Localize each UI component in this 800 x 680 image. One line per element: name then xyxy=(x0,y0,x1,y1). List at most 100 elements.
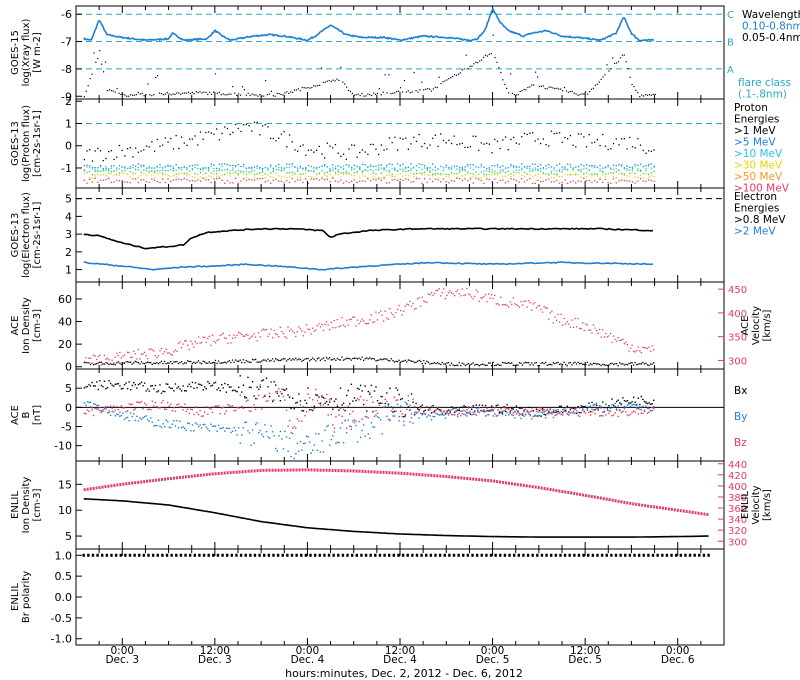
data-point xyxy=(108,363,110,366)
data-point xyxy=(616,363,618,365)
data-point xyxy=(380,164,383,166)
data-point xyxy=(604,175,607,178)
data-point xyxy=(89,178,91,181)
data-point xyxy=(583,165,585,167)
data-point xyxy=(583,411,585,413)
data-point xyxy=(425,88,427,90)
data-point xyxy=(585,167,588,170)
data-point xyxy=(355,325,357,327)
data-point xyxy=(338,326,340,328)
data-point xyxy=(143,179,145,181)
data-point xyxy=(315,329,317,331)
data-point xyxy=(281,388,283,390)
data-point xyxy=(413,136,415,139)
data-point xyxy=(271,431,274,433)
data-point xyxy=(140,400,143,403)
data-point xyxy=(469,172,472,175)
data-point xyxy=(432,88,434,90)
data-point xyxy=(142,417,144,419)
data-point xyxy=(608,410,610,412)
data-point xyxy=(108,169,110,172)
data-point xyxy=(347,89,350,92)
data-point xyxy=(272,137,275,140)
data-point xyxy=(546,408,548,410)
data-point xyxy=(356,165,358,167)
data-point xyxy=(477,364,479,366)
data-point xyxy=(118,165,121,167)
data-point xyxy=(280,93,282,96)
data-point xyxy=(307,357,309,360)
data-point xyxy=(467,163,469,166)
data-point xyxy=(173,407,175,409)
data-point xyxy=(134,353,136,355)
data-point xyxy=(334,171,337,174)
data-point xyxy=(487,414,490,416)
data-point xyxy=(267,436,269,438)
data-point xyxy=(251,170,253,172)
data-point xyxy=(512,412,515,414)
data-point xyxy=(184,427,186,430)
data-point xyxy=(375,165,377,167)
data-point xyxy=(137,163,140,165)
data-point xyxy=(363,95,365,97)
data-point xyxy=(198,553,201,557)
data-point xyxy=(124,553,127,557)
data-point xyxy=(633,86,635,88)
data-point xyxy=(304,331,306,333)
data-point xyxy=(140,179,142,181)
data-point xyxy=(410,360,413,362)
data-point xyxy=(321,153,323,155)
data-point xyxy=(247,360,249,363)
data-point xyxy=(373,426,376,429)
data-point xyxy=(450,406,453,408)
data-point xyxy=(389,419,391,422)
data-point xyxy=(190,360,192,363)
data-point xyxy=(420,553,423,557)
data-point xyxy=(588,329,590,331)
data-point xyxy=(600,78,602,80)
data-point xyxy=(353,397,356,399)
data-point xyxy=(369,391,371,394)
data-point xyxy=(310,333,312,335)
data-point xyxy=(262,328,264,330)
data-point xyxy=(651,363,653,365)
data-point xyxy=(591,166,593,168)
data-point xyxy=(688,553,692,557)
data-point xyxy=(429,167,431,169)
data-point xyxy=(480,164,482,166)
data-point xyxy=(461,69,463,71)
data-point xyxy=(178,92,180,94)
data-point xyxy=(225,362,227,364)
data-point xyxy=(228,360,231,362)
data-point xyxy=(251,335,254,337)
data-point xyxy=(418,166,420,169)
data-point xyxy=(321,396,323,398)
data-point xyxy=(534,302,536,304)
data-point xyxy=(355,424,357,427)
y-tick-label: 0.0 xyxy=(55,591,73,604)
data-point xyxy=(113,165,115,167)
data-point xyxy=(511,409,513,411)
data-point xyxy=(399,178,401,181)
data-point xyxy=(517,304,519,307)
data-point xyxy=(164,93,166,95)
data-point xyxy=(615,171,617,173)
data-point xyxy=(503,406,505,408)
data-point xyxy=(116,406,118,408)
data-point xyxy=(162,172,164,174)
data-point xyxy=(503,303,505,306)
data-point xyxy=(228,386,231,388)
data-point xyxy=(210,163,212,165)
data-point xyxy=(291,163,293,165)
data-point xyxy=(248,386,251,388)
data-point xyxy=(342,172,345,174)
data-point xyxy=(606,407,609,409)
data-point xyxy=(607,182,609,184)
data-point xyxy=(653,406,655,408)
data-point xyxy=(244,397,246,399)
data-point xyxy=(423,178,426,180)
data-point xyxy=(359,151,361,154)
data-point xyxy=(637,346,639,348)
data-point xyxy=(532,364,534,366)
series-line xyxy=(83,498,709,538)
